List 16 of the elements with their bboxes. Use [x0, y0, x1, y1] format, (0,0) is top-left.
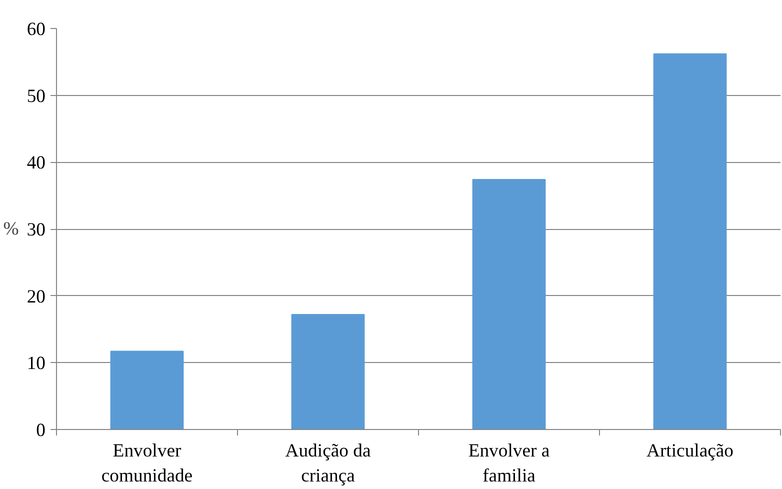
bar: [291, 314, 365, 430]
y-tick-label: 20: [26, 286, 46, 308]
bar: [472, 179, 546, 430]
y-tick-label: 40: [26, 152, 46, 174]
bar: [653, 53, 727, 430]
y-tick-label: 10: [26, 353, 46, 374]
bar: [110, 350, 184, 430]
x-tick-label: Envolver comunidade: [101, 440, 193, 487]
y-tick-label: 50: [26, 86, 46, 107]
y-axis-title: %: [3, 218, 19, 240]
y-tick-label: 60: [26, 19, 46, 40]
x-tick-label: Envolver a familia: [468, 440, 550, 487]
x-tick-label: Audição da criança: [285, 440, 372, 487]
y-tick-label: 30: [26, 220, 46, 240]
x-tick-label: Articulação: [646, 440, 734, 462]
y-tick-label: 0: [36, 420, 46, 441]
